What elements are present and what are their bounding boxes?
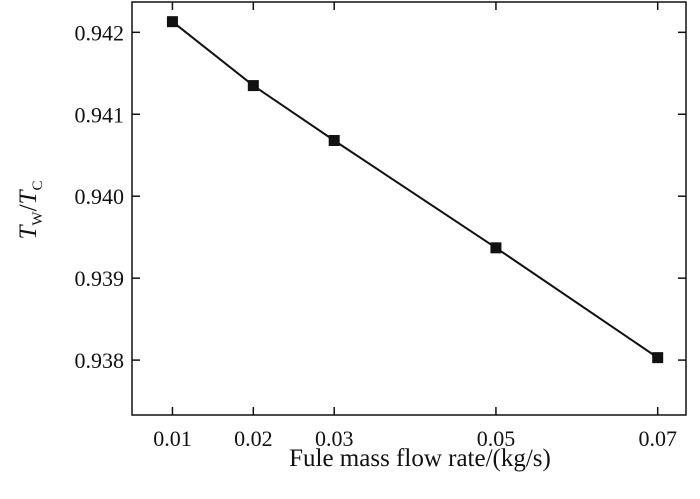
x-axis-title: Fule mass flow rate/(kg/s) — [289, 445, 551, 472]
data-points — [166, 16, 664, 364]
y-tick-label: 0.941 — [75, 102, 125, 127]
y-axis-title-sub2: C — [30, 181, 46, 191]
x-tick-label: 0.07 — [638, 426, 677, 451]
data-point — [652, 352, 664, 364]
y-tick-label: 0.939 — [75, 266, 125, 291]
x-tick-label: 0.03 — [315, 426, 354, 451]
series-line — [171, 20, 659, 359]
data-point — [328, 134, 340, 146]
x-tick-label: 0.05 — [477, 426, 516, 451]
y-tick-label: 0.938 — [75, 348, 125, 373]
data-point — [490, 242, 502, 254]
y-tick-label: 0.940 — [75, 184, 125, 209]
y-axis-title: TW/TC — [15, 181, 46, 240]
y-axis-title-main2: T — [15, 188, 42, 204]
data-point — [166, 16, 178, 28]
x-axis-ticks: 0.01 0.02 0.03 0.05 0.07 — [153, 2, 677, 451]
y-tick-label: 0.942 — [75, 20, 125, 45]
y-axis-ticks: 0.938 0.939 0.940 0.941 0.942 — [75, 20, 686, 373]
x-tick-label: 0.01 — [153, 426, 192, 451]
y-axis-title-sub1: W — [30, 211, 46, 226]
data-point — [247, 80, 259, 92]
y-axis-title-slash: / — [15, 204, 42, 211]
plot-frame — [131, 1, 687, 416]
y-axis-title-main1: T — [15, 223, 42, 239]
x-tick-label: 0.02 — [234, 426, 273, 451]
